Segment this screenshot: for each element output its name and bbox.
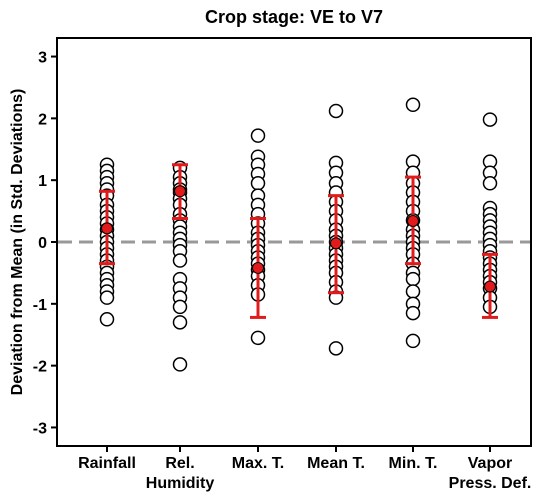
y-axis-ticks: -3 -2 -1 0 1 2 3	[33, 50, 57, 437]
data-point	[172, 299, 188, 315]
data-point	[405, 305, 421, 321]
data-point	[405, 271, 421, 287]
data-point	[482, 112, 498, 127]
data-point	[172, 315, 188, 330]
observation-points	[99, 97, 498, 372]
data-point	[99, 312, 115, 327]
data-point	[250, 128, 266, 143]
data-point	[250, 330, 266, 346]
mean-marker	[174, 185, 186, 198]
error-bars	[99, 163, 498, 319]
x-tick-label: Mean T.	[307, 455, 365, 472]
data-point	[250, 176, 266, 191]
y-tick-label: 3	[38, 50, 47, 67]
data-point	[405, 284, 421, 299]
x-tick-label-line2: Press. Def.	[449, 475, 532, 492]
x-axis-ticks: Rainfall Rel. Humidity Max. T. Mean T. Min. T…	[78, 446, 531, 492]
mean-marker	[484, 280, 496, 293]
y-tick-label: 0	[38, 235, 47, 252]
x-tick-label: Max. T.	[232, 455, 284, 472]
chart-title: Crop stage: VE to V7	[205, 7, 383, 27]
data-point	[99, 290, 115, 305]
mean-marker	[407, 214, 419, 227]
mean-marker	[252, 261, 264, 274]
y-axis-label: Deviation from Mean (in Std. Deviations)	[9, 89, 26, 396]
mean-marker	[101, 222, 113, 235]
mean-markers	[101, 185, 496, 293]
data-point	[328, 103, 344, 119]
x-tick-label: Rel.	[165, 455, 194, 472]
x-tick-label-line2: Humidity	[146, 475, 215, 492]
y-tick-label: 2	[38, 111, 47, 128]
y-tick-label: -3	[33, 420, 47, 437]
x-tick-label: Vapor	[468, 455, 512, 472]
y-tick-label: -2	[33, 359, 47, 376]
x-tick-label: Rainfall	[78, 455, 136, 472]
data-point	[405, 97, 421, 113]
x-tick-label: Min. T.	[389, 455, 438, 472]
y-tick-label: -1	[33, 297, 47, 314]
data-point	[172, 253, 188, 268]
y-tick-label: 1	[38, 173, 47, 190]
data-point	[172, 357, 188, 372]
mean-marker	[330, 237, 342, 250]
data-point	[482, 176, 498, 191]
data-point	[328, 341, 344, 356]
data-point	[405, 333, 421, 349]
